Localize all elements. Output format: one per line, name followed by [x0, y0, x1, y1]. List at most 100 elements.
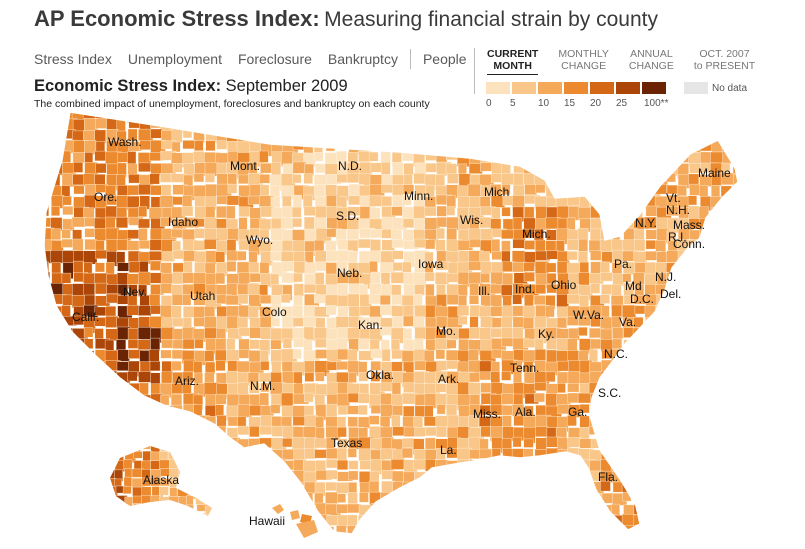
- state-label: Fla.: [598, 470, 618, 484]
- state-label: Mich: [484, 185, 509, 199]
- state-label: Colo: [262, 305, 287, 319]
- state-label: Miss.: [473, 407, 501, 421]
- county-map[interactable]: Wash. Ore. Calif. Nev. Idaho Mont. Wyo. Utah Ari…: [0, 100, 805, 549]
- title-light: Measuring financial strain by county: [324, 8, 658, 31]
- legend-ticks: 0 5 10 15 20 25 100**: [486, 98, 668, 112]
- legend: 0 5 10 15 20 25 100**: [486, 82, 668, 112]
- legend-tick: 15: [564, 98, 576, 109]
- legend-swatch: [538, 82, 562, 94]
- nav-divider: [409, 49, 411, 69]
- state-label: Md: [625, 279, 642, 293]
- state-label: Nev.: [123, 285, 147, 299]
- state-label: Minn.: [404, 189, 433, 203]
- legend-tick: 25: [616, 98, 628, 109]
- legend-swatches: [486, 82, 668, 94]
- state-label: N.D.: [338, 159, 362, 173]
- legend-swatch: [512, 82, 536, 94]
- state-label: Mont.: [230, 159, 260, 173]
- state-label: N.Y.: [635, 216, 657, 230]
- tab-line2: CHANGE: [561, 60, 607, 72]
- state-label: Alaska: [143, 473, 179, 487]
- state-label: Ore.: [94, 190, 117, 204]
- state-label: N.M.: [250, 379, 275, 393]
- tab-current-month[interactable]: CURRENT MONTH: [487, 48, 539, 94]
- tab-oct-2007-to-present[interactable]: OCT. 2007 to PRESENT: [694, 48, 755, 94]
- state-label: Mass.: [673, 218, 705, 232]
- state-label: Ky.: [538, 327, 554, 341]
- tab-line1: CURRENT: [487, 48, 539, 60]
- map-title: Economic Stress Index: September 2009: [34, 77, 348, 96]
- state-label: N.C.: [604, 347, 628, 361]
- state-label: Va.: [619, 315, 636, 329]
- legend-tick: 5: [510, 98, 516, 109]
- no-data-label: No data: [712, 82, 748, 94]
- state-label: Ind.: [515, 282, 535, 296]
- state-label: W.Va.: [573, 308, 604, 322]
- legend-swatch: [564, 82, 588, 94]
- legend-tick: 0: [486, 98, 492, 109]
- state-label: Wis.: [460, 213, 483, 227]
- nav-people[interactable]: People: [422, 51, 467, 67]
- state-label: Tenn.: [510, 361, 539, 375]
- state-label: Ariz.: [175, 374, 199, 388]
- state-label: Ill.: [478, 284, 490, 298]
- no-data-swatch: [684, 82, 708, 94]
- state-label: Ala.: [515, 405, 536, 419]
- state-label: Neb.: [337, 266, 362, 280]
- topic-nav: Stress Index Unemployment Foreclosure Ba…: [34, 49, 483, 69]
- state-label: Iowa: [418, 257, 444, 271]
- legend-tick: 10: [538, 98, 550, 109]
- tab-line1: MONTHLY: [558, 48, 609, 60]
- legend-no-data: No data: [684, 82, 747, 94]
- state-label: Wash.: [108, 135, 142, 149]
- state-label: Texas: [331, 436, 362, 450]
- state-label: La.: [440, 443, 457, 457]
- state-label: Conn.: [673, 237, 705, 251]
- state-label: S.C.: [598, 386, 621, 400]
- state-label: Kan.: [358, 318, 383, 332]
- state-label: N.H.: [666, 203, 690, 217]
- legend-tick: 20: [590, 98, 602, 109]
- state-label: N.J.: [655, 270, 676, 284]
- state-label: Okla.: [366, 368, 394, 382]
- nav-stress-index[interactable]: Stress Index: [34, 51, 112, 67]
- nav-bankruptcy[interactable]: Bankruptcy: [327, 51, 398, 67]
- state-label: Idaho: [168, 215, 198, 229]
- title-bold: AP Economic Stress Index:: [34, 6, 320, 31]
- tab-line1: ANNUAL: [630, 48, 673, 60]
- map-svg[interactable]: Wash. Ore. Calif. Nev. Idaho Mont. Wyo. Utah Ari…: [0, 100, 805, 549]
- state-label: R.I.: [668, 230, 687, 244]
- state-label: Del.: [660, 287, 681, 301]
- tab-line2: MONTH: [487, 60, 539, 75]
- legend-swatch: [590, 82, 614, 94]
- tab-line2: to PRESENT: [693, 60, 756, 72]
- state-label: Ohio: [551, 278, 577, 292]
- state-label: Ark.: [438, 372, 459, 386]
- state-label: D.C.: [630, 292, 654, 306]
- page-title: AP Economic Stress Index: Measuring fina…: [34, 6, 658, 32]
- state-label: Vt.: [666, 191, 681, 205]
- map-title-bold: Economic Stress Index:: [34, 77, 222, 95]
- legend-swatch: [616, 82, 640, 94]
- state-label: Utah: [190, 289, 215, 303]
- state-label: Calif.: [72, 310, 99, 324]
- view-tabs: CURRENT MONTH MONTHLY CHANGE ANNUAL CHAN…: [474, 48, 775, 94]
- tab-line1: OCT. 2007: [699, 48, 750, 60]
- state-label: S.D.: [336, 209, 359, 223]
- state-label: Hawaii: [249, 514, 285, 528]
- legend-swatch: [486, 82, 510, 94]
- state-label: Mich.: [522, 227, 551, 241]
- nav-foreclosure[interactable]: Foreclosure: [237, 51, 312, 67]
- nav-unemployment[interactable]: Unemployment: [127, 51, 222, 67]
- tab-line2: CHANGE: [628, 60, 674, 72]
- map-description: The combined impact of unemployment, for…: [34, 98, 430, 110]
- state-label: Ga.: [568, 405, 587, 419]
- map-title-date: September 2009: [225, 77, 348, 95]
- legend-tick: 100**: [644, 98, 669, 109]
- state-label: Mo.: [436, 324, 456, 338]
- state-labels: Wash. Ore. Calif. Nev. Idaho Mont. Wyo. Utah Ari…: [72, 135, 731, 528]
- legend-swatch: [642, 82, 666, 94]
- tab-annual-change[interactable]: ANNUAL CHANGE: [629, 48, 674, 94]
- state-label: Maine: [698, 166, 731, 180]
- tab-monthly-change[interactable]: MONTHLY CHANGE: [558, 48, 609, 94]
